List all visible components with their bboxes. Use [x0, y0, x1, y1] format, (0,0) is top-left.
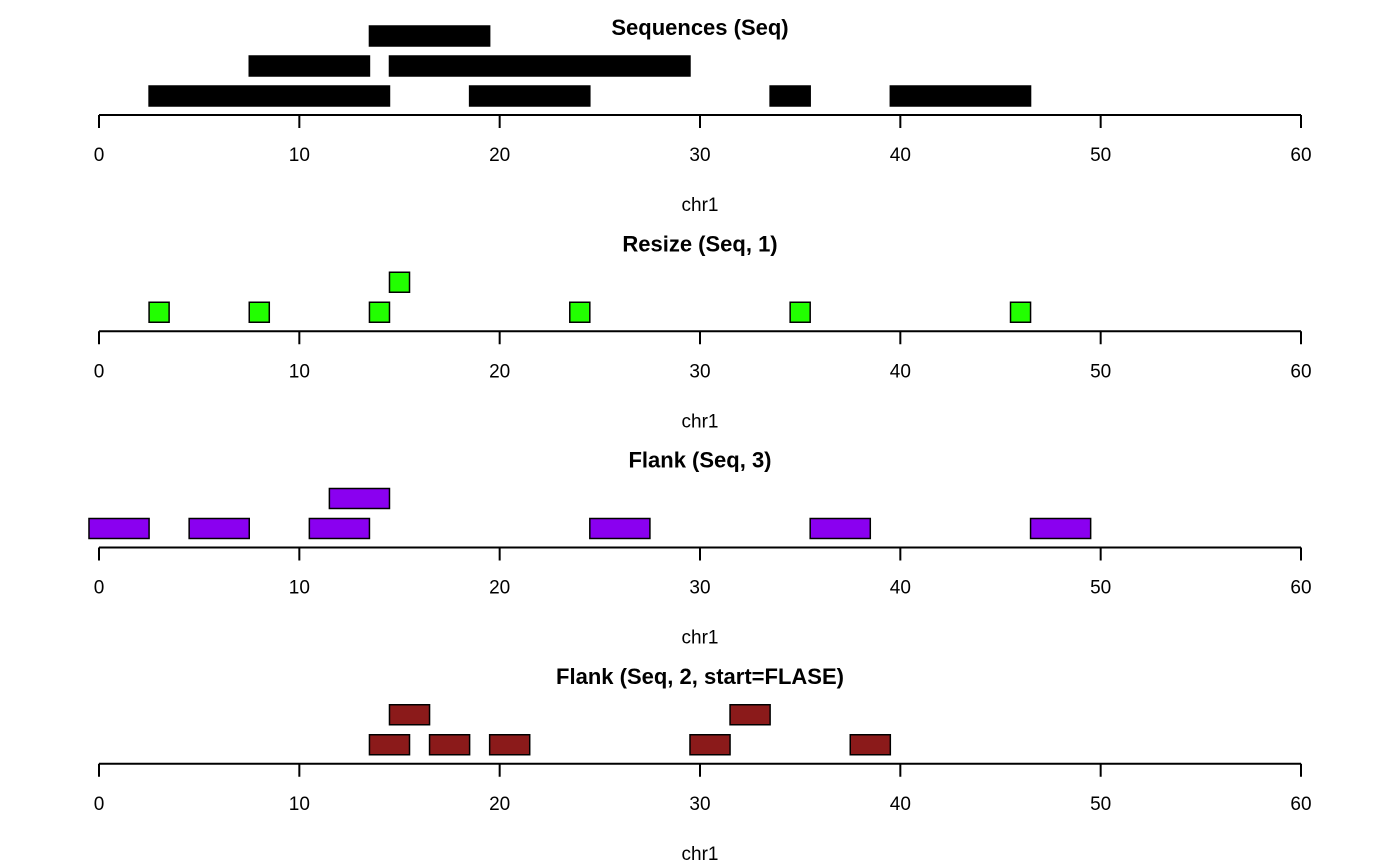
- range-bar: [88, 517, 150, 540]
- x-axis-label: chr1: [682, 411, 719, 432]
- x-tick-label: 20: [489, 361, 510, 382]
- x-tick-label: 10: [289, 361, 310, 382]
- x-tick-label: 40: [890, 794, 911, 815]
- range-panel: Flank (Seq, 3) 0 10 20 30 40 50 60 chr1: [88, 448, 1312, 649]
- x-axis-label: chr1: [682, 628, 719, 649]
- panel-title: Flank (Seq, 3): [628, 448, 771, 473]
- x-tick-label: 40: [890, 361, 911, 382]
- range-bar: [889, 85, 1032, 107]
- range-bar: [148, 85, 391, 107]
- range-bar: [689, 734, 731, 756]
- range-bar: [789, 301, 811, 323]
- range-bar: [488, 734, 531, 756]
- range-bar: [729, 704, 771, 726]
- x-tick-label: 50: [1090, 578, 1111, 599]
- x-tick-label: 0: [94, 578, 105, 599]
- range-bar: [388, 704, 431, 726]
- panel-title: Sequences (Seq): [611, 15, 788, 40]
- x-tick-label: 40: [890, 145, 911, 166]
- range-bar: [388, 55, 691, 77]
- x-tick-label: 10: [289, 794, 310, 815]
- range-bar: [248, 301, 271, 323]
- x-tick-label: 50: [1090, 361, 1111, 382]
- x-tick-label: 60: [1290, 794, 1311, 815]
- range-bar: [328, 487, 391, 510]
- range-panel: Sequences (Seq) 0 10 20 30 40 50 60 chr1: [94, 15, 1312, 216]
- range-bar: [368, 734, 411, 756]
- x-tick-label: 60: [1290, 145, 1311, 166]
- x-tick-label: 20: [489, 578, 510, 599]
- range-bar: [1029, 517, 1092, 540]
- range-bar: [1009, 301, 1032, 323]
- x-tick-label: 50: [1090, 794, 1111, 815]
- x-tick-label: 50: [1090, 145, 1111, 166]
- range-bar: [368, 301, 391, 323]
- x-tick-label: 0: [94, 361, 105, 382]
- range-bar: [849, 734, 892, 756]
- range-bar: [769, 85, 811, 107]
- range-bar: [428, 734, 471, 756]
- x-tick-label: 40: [890, 578, 911, 599]
- range-bar: [468, 85, 591, 107]
- range-bar: [589, 517, 651, 540]
- x-axis-label: chr1: [682, 844, 719, 865]
- panel-title: Flank (Seq, 2, start=FLASE): [556, 664, 844, 689]
- x-tick-label: 20: [489, 145, 510, 166]
- x-axis-label: chr1: [682, 195, 719, 216]
- x-tick-label: 30: [689, 794, 710, 815]
- panel-title: Resize (Seq, 1): [622, 231, 777, 256]
- x-tick-label: 10: [289, 578, 310, 599]
- x-tick-label: 10: [289, 145, 310, 166]
- x-tick-label: 60: [1290, 361, 1311, 382]
- range-bar: [188, 517, 250, 540]
- x-tick-label: 0: [94, 145, 105, 166]
- range-bar: [308, 517, 371, 540]
- range-bar: [569, 301, 591, 323]
- range-bar: [148, 301, 170, 323]
- x-tick-label: 30: [689, 145, 710, 166]
- range-panel: Resize (Seq, 1) 0 10 20 30 40 50 60 chr1: [94, 231, 1312, 432]
- range-bar: [809, 517, 872, 540]
- range-bar: [388, 271, 411, 293]
- x-tick-label: 30: [689, 578, 710, 599]
- x-tick-label: 0: [94, 794, 105, 815]
- x-tick-label: 20: [489, 794, 510, 815]
- x-tick-label: 30: [689, 361, 710, 382]
- range-bar: [368, 25, 491, 47]
- x-tick-label: 60: [1290, 578, 1311, 599]
- range-bar: [248, 55, 371, 77]
- range-panel: Flank (Seq, 2, start=FLASE) 0 10 20 30 40 50 60…: [94, 664, 1312, 865]
